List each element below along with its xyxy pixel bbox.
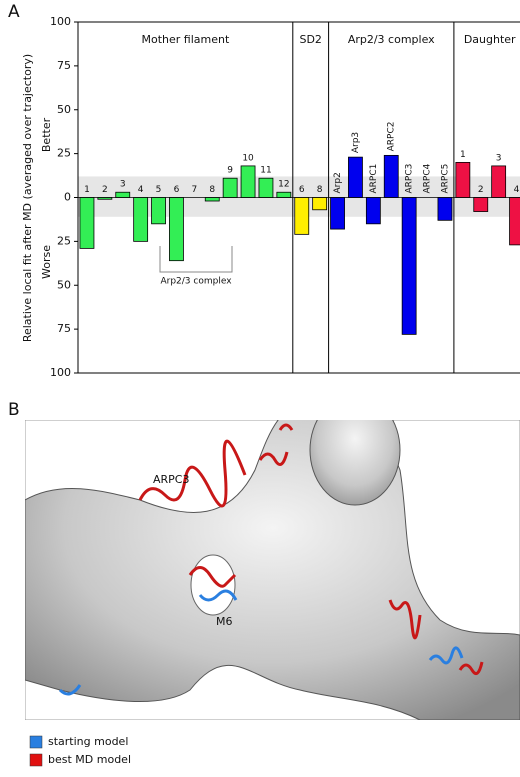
- bar-label: 8: [209, 185, 215, 195]
- bar: [204, 197, 220, 202]
- bar: [348, 156, 363, 198]
- y-tick-label: 50: [57, 278, 71, 291]
- bar-label: 2: [102, 185, 108, 195]
- bar-label: ARPC1: [369, 164, 379, 194]
- bar: [365, 197, 381, 225]
- bar-label: 8: [317, 185, 323, 195]
- y-tick-label: 100: [50, 15, 71, 28]
- bar: [133, 197, 149, 242]
- legend-label: best MD model: [48, 753, 131, 766]
- bar: [509, 197, 520, 246]
- bar-label: 12: [278, 180, 289, 190]
- y-tick-label: 75: [57, 59, 71, 72]
- bar-label: 11: [260, 166, 271, 176]
- legend-label: starting model: [48, 735, 128, 748]
- bar: [294, 197, 310, 235]
- group-title: Mother filament: [142, 33, 230, 46]
- y-axis-label-bottom: Worse: [40, 245, 53, 279]
- bar-label: 1: [84, 185, 90, 195]
- bar: [240, 165, 256, 198]
- group-title: Arp2/3 complex: [348, 33, 435, 46]
- bar-label: 4: [138, 185, 144, 195]
- bar-label: 7: [191, 185, 197, 195]
- panel-label: B: [8, 400, 20, 420]
- y-tick-label: 25: [57, 234, 71, 247]
- bar-label: 6: [299, 185, 305, 195]
- bar-label: 6: [174, 185, 180, 195]
- bar: [276, 191, 292, 198]
- bar: [169, 197, 184, 262]
- bar-label: 2: [478, 185, 484, 195]
- y-tick-label: 50: [57, 103, 71, 116]
- group-title: Daughter: [464, 33, 516, 46]
- bar: [97, 197, 113, 200]
- bar-label: 4: [514, 185, 520, 195]
- bar: [491, 165, 507, 198]
- map-annotation: ARPC3: [153, 473, 189, 486]
- bar-label: ARPC3: [405, 164, 415, 194]
- annotation: Arp2/3 complex: [160, 277, 232, 287]
- bar-label: ARPC4: [423, 163, 433, 193]
- bar: [437, 197, 453, 221]
- bar: [473, 197, 489, 212]
- bar: [312, 197, 328, 211]
- y-axis-label: Relative local fit after MD (averaged ov…: [21, 54, 34, 342]
- y-tick-label: 0: [64, 191, 71, 204]
- density-map: [25, 420, 520, 720]
- bar-label: 9: [227, 166, 233, 176]
- bar: [222, 177, 238, 198]
- bar-label: Arp2: [333, 172, 343, 193]
- bar: [383, 154, 399, 198]
- bar-label: 3: [496, 153, 502, 163]
- bar: [330, 197, 345, 230]
- panel-label: A: [8, 2, 20, 22]
- bar: [79, 197, 95, 249]
- legend-swatch: [29, 753, 43, 767]
- y-tick-label: 75: [57, 322, 71, 335]
- bar-label: ARPC5: [440, 164, 450, 194]
- legend-swatch: [29, 735, 43, 749]
- bar-label: 5: [156, 185, 162, 195]
- group-title: SD2: [299, 33, 321, 46]
- y-tick-label: 100: [50, 366, 71, 379]
- map-annotation: M6: [216, 615, 233, 628]
- legend: starting model best MD model: [29, 735, 131, 767]
- bar: [258, 177, 274, 198]
- y-tick-label: 25: [57, 147, 71, 160]
- bar-label: 10: [242, 153, 254, 163]
- y-axis-label-top: Better: [40, 117, 53, 152]
- bar: [151, 197, 166, 225]
- annotation-bracket: [159, 246, 233, 273]
- bar-label: Arp3: [351, 132, 361, 153]
- bar-label: ARPC2: [387, 122, 397, 152]
- bar-label: 1: [460, 150, 466, 160]
- bar: [455, 161, 471, 198]
- bar: [401, 197, 417, 335]
- bar-label: 3: [120, 180, 126, 190]
- bar: [115, 191, 131, 198]
